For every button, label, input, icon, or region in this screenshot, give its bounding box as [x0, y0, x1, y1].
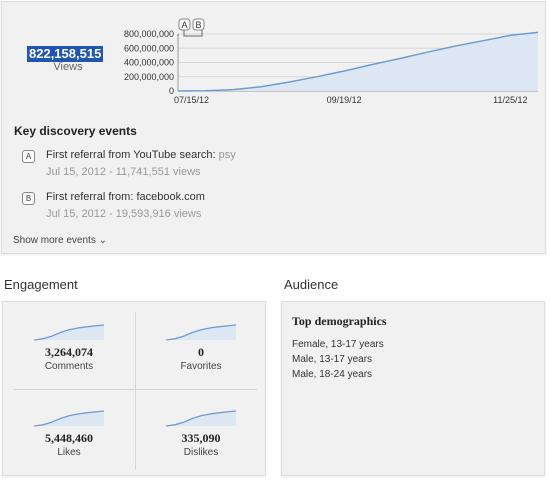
views-line	[177, 31, 539, 92]
sparkline-favorites	[166, 324, 236, 341]
event-title-text: First referral from YouTube search:	[46, 149, 216, 161]
views-panel: 822,158,515 Views 800,000,000 600,000,000…	[1, 1, 546, 254]
metric-favorites[interactable]: 0 Favorites	[141, 322, 261, 372]
metric-value: 3,264,074	[45, 345, 93, 359]
show-more-label: Show more events	[13, 235, 96, 246]
chart-x-ticks: 07/15/12 09/19/12 11/25/12	[174, 95, 527, 105]
demographics-list: Female, 13-17 years Male, 13-17 years Ma…	[292, 337, 384, 382]
y-tick-label: 200,000,000	[124, 72, 174, 82]
metric-value: 335,090	[181, 431, 221, 445]
show-more-events-link[interactable]: Show more events ⌄	[13, 235, 107, 246]
divider	[13, 389, 257, 390]
metric-label: Favorites	[180, 361, 222, 372]
engagement-title: Engagement	[4, 277, 78, 292]
y-tick-label: 600,000,000	[124, 43, 174, 53]
sparkline-line	[34, 324, 104, 341]
metric-likes[interactable]: 5,448,460 Likes	[9, 408, 129, 458]
marker-label: A	[181, 20, 187, 30]
event-date: Jul 15, 2012 - 19,593,916 views	[46, 208, 202, 220]
demographic-item: Female, 13-17 years	[292, 339, 384, 350]
sparkline-area	[166, 411, 236, 426]
sparkline-area	[34, 411, 104, 426]
demographic-item: Male, 18-24 years	[292, 369, 373, 380]
chevron-down-icon: ⌄	[98, 235, 107, 246]
views-label: Views	[53, 61, 83, 73]
event-date: Jul 15, 2012 - 11,741,551 views	[46, 166, 201, 178]
views-chart: 800,000,000 600,000,000 400,000,000 200,000…	[124, 18, 539, 105]
audience-title: Audience	[284, 277, 339, 292]
event-title: First referral from: facebook.com	[46, 191, 205, 203]
sparkline-area	[166, 325, 236, 340]
demographic-item: Male, 13-17 years	[292, 354, 373, 365]
views-area	[178, 32, 538, 91]
metric-value: 5,448,460	[45, 431, 93, 445]
metric-label: Likes	[57, 447, 81, 458]
x-tick-label: 11/25/12	[493, 95, 527, 105]
event-title: First referral from YouTube search: psy	[46, 149, 236, 161]
sparkline-area	[34, 325, 104, 340]
event-badge-b: B	[22, 192, 35, 205]
key-discovery-heading: Key discovery events	[14, 124, 137, 138]
event-badge-a: A	[22, 150, 35, 163]
marker-label: B	[195, 20, 201, 30]
y-tick-label: 800,000,000	[124, 29, 174, 39]
metric-comments[interactable]: 3,264,074 Comments	[9, 322, 129, 372]
metric-dislikes[interactable]: 335,090 Dislikes	[141, 408, 261, 458]
sparkline-dislikes	[166, 410, 236, 427]
sparkline-line	[166, 410, 236, 427]
y-tick-label: 0	[169, 86, 174, 96]
engagement-panel: 3,264,074 Comments 0 Favorites 5,448,460…	[2, 301, 266, 476]
sparkline-line	[166, 324, 236, 341]
top-demographics-heading: Top demographics	[292, 314, 387, 328]
audience-panel: Top demographics Female, 13-17 years Mal…	[281, 301, 545, 476]
metric-label: Dislikes	[183, 447, 219, 458]
event-keyword: psy	[218, 149, 236, 161]
chart-y-ticks: 800,000,000 600,000,000 400,000,000 200,000…	[124, 29, 174, 96]
sparkline-line	[34, 410, 104, 427]
marker-bracket	[177, 30, 203, 37]
sparkline-comments	[34, 324, 104, 341]
marker-badge	[192, 18, 205, 31]
x-tick-label: 07/15/12	[174, 95, 209, 105]
metric-label: Comments	[44, 361, 94, 372]
metric-value: 0	[198, 345, 204, 359]
sparkline-likes	[34, 410, 104, 427]
event-title-text: First referral from: facebook.com	[46, 191, 205, 203]
divider	[135, 312, 136, 470]
x-tick-label: 09/19/12	[327, 95, 362, 105]
views-total: 822,158,515	[27, 46, 104, 62]
y-tick-label: 400,000,000	[124, 58, 174, 68]
